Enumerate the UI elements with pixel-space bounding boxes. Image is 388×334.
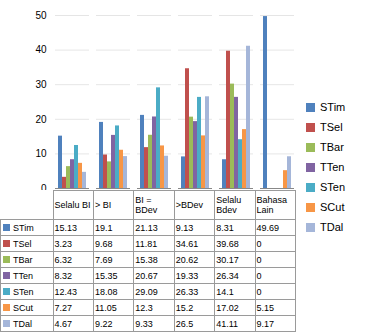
html-text:15.35: 15.35 [94, 270, 118, 281]
html-text:30.17: 30.17 [216, 254, 239, 265]
html-text:12.43: 12.43 [54, 286, 78, 297]
html-text:9.68: 9.68 [94, 238, 113, 249]
html-text:20.67: 20.67 [135, 270, 158, 281]
html-text:8.31: 8.31 [216, 222, 234, 233]
html-text:34.61: 34.61 [175, 238, 199, 249]
html-text:Selalu BI > BI: Selalu BI > BI [54, 200, 112, 210]
html-text:TSel: TSel [13, 238, 32, 249]
html-text:>BDev: >BDev [175, 200, 203, 210]
html-text:STim: STim [320, 101, 346, 113]
html-text:SCut: SCut [320, 201, 345, 213]
html-text:9.33: 9.33 [135, 318, 153, 329]
html-text:26.33: 26.33 [175, 286, 199, 297]
html-text:6.32: 6.32 [54, 254, 73, 265]
html-text:41.11: 41.11 [216, 318, 238, 329]
html-text:15.13: 15.13 [54, 222, 78, 233]
html-text:TBar: TBar [13, 254, 33, 265]
html-text:7.27: 7.27 [54, 302, 73, 313]
svg-text:40: 40 [35, 44, 47, 55]
html-text:5.15: 5.15 [256, 302, 275, 313]
svg-text:30: 30 [35, 79, 47, 90]
html-text:SCut: SCut [13, 302, 33, 313]
html-text:TBar: TBar [320, 141, 344, 153]
html-text:19.33: 19.33 [175, 270, 199, 281]
html-text:TDal: TDal [320, 221, 344, 233]
html-text:29.09: 29.09 [135, 286, 158, 297]
html-text:49.69: 49.69 [256, 222, 280, 233]
html-text:9.22: 9.22 [94, 318, 113, 329]
svg-text:50: 50 [35, 10, 47, 21]
html-text:8.32: 8.32 [54, 270, 73, 281]
html-text:26.34: 26.34 [216, 270, 239, 281]
html-text:9.17: 9.17 [256, 318, 275, 329]
html-text:TSel: TSel [320, 121, 343, 133]
html-text:Selalu Bdev: Selalu Bdev [216, 195, 242, 215]
html-text:11.05: 11.05 [94, 302, 117, 313]
html-text:12.3: 12.3 [135, 302, 153, 313]
html-text:STen: STen [320, 181, 346, 193]
html-text:7.69: 7.69 [94, 254, 113, 265]
html-text:0: 0 [256, 254, 262, 265]
svg-text:20: 20 [35, 114, 47, 125]
html-text:Bahasa Lain: Bahasa Lain [256, 195, 288, 215]
html-text:21.13: 21.13 [135, 222, 158, 233]
html-text:TDal: TDal [13, 318, 32, 329]
html-text:TTen: TTen [13, 270, 33, 281]
html-text:0: 0 [256, 238, 262, 249]
html-text:15.2: 15.2 [175, 302, 194, 313]
html-text:0: 0 [256, 286, 262, 297]
svg-text:0: 0 [41, 183, 47, 190]
html-text:STen: STen [13, 286, 34, 297]
html-text:9.13: 9.13 [175, 222, 194, 233]
html-text:20.62: 20.62 [175, 254, 199, 265]
html-text:STim: STim [13, 222, 34, 233]
html-text:15.38: 15.38 [135, 254, 158, 265]
html-text:39.68: 39.68 [216, 238, 239, 249]
html-text:3.23: 3.23 [54, 238, 73, 249]
svg-text:10: 10 [35, 148, 47, 159]
html-text:11.81: 11.81 [135, 238, 158, 249]
html-text:17.02: 17.02 [216, 302, 239, 313]
html-text:19.1: 19.1 [94, 222, 113, 233]
html-text:14.1: 14.1 [216, 286, 234, 297]
html-text:0: 0 [256, 270, 262, 281]
html-text:18.08: 18.08 [94, 286, 118, 297]
html-text:TTen: TTen [320, 161, 345, 173]
html-text:26.5: 26.5 [175, 318, 194, 329]
html-text:4.67: 4.67 [54, 318, 73, 329]
html-text:BI = BDev: BI = BDev [135, 195, 158, 215]
